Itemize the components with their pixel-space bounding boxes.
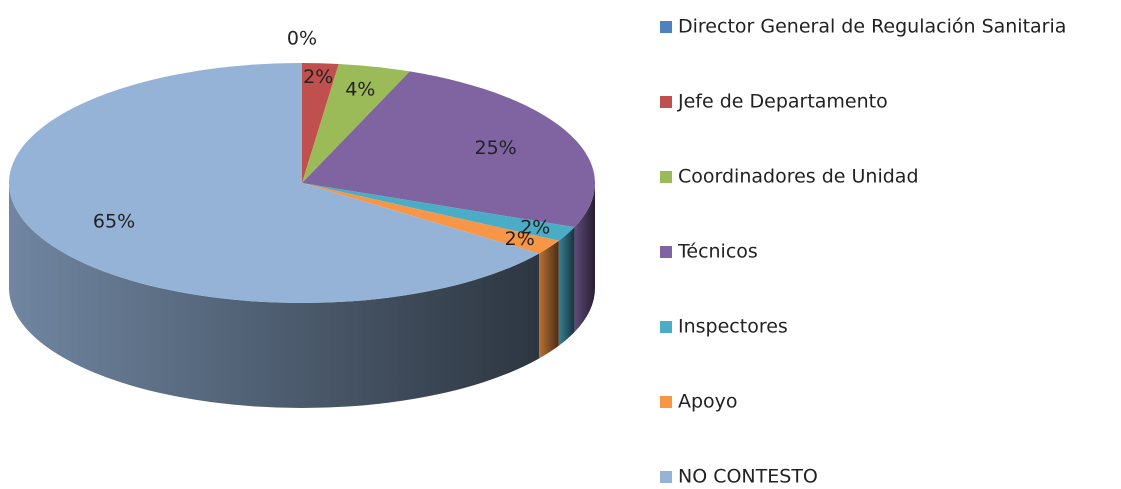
legend-swatch [660,321,672,333]
data-label: 4% [345,79,375,101]
slice [302,183,559,254]
slice [302,183,575,241]
data-label: 2% [505,228,535,250]
slice [302,63,339,183]
legend-label: Inspectores [678,316,788,338]
legend-swatch [660,471,672,483]
slice [302,71,595,228]
legend-label: Coordinadores de Unidad [678,166,919,188]
slice [302,63,410,183]
data-label: 2% [520,216,550,238]
legend-label: Técnicos [677,241,758,263]
legend-swatch [660,96,672,108]
slice [8,63,540,303]
legend-swatch [660,246,672,258]
legend-label: Jefe de Departamento [677,91,888,113]
data-label: 25% [474,137,516,159]
slice-side [539,240,559,359]
slice-side [558,227,575,346]
legend-swatch [660,396,672,408]
data-label: 65% [93,211,135,233]
slice-side [9,183,540,409]
legend-swatch [660,171,672,183]
legend-label: Director General de Regulación Sanitaria [678,16,1066,38]
data-label: 2% [303,66,333,88]
slice-side [574,183,595,333]
legend-swatch [660,21,672,33]
data-label: 0% [287,28,317,50]
legend-label: Apoyo [678,391,738,413]
legend-label: NO CONTESTO [678,466,818,488]
